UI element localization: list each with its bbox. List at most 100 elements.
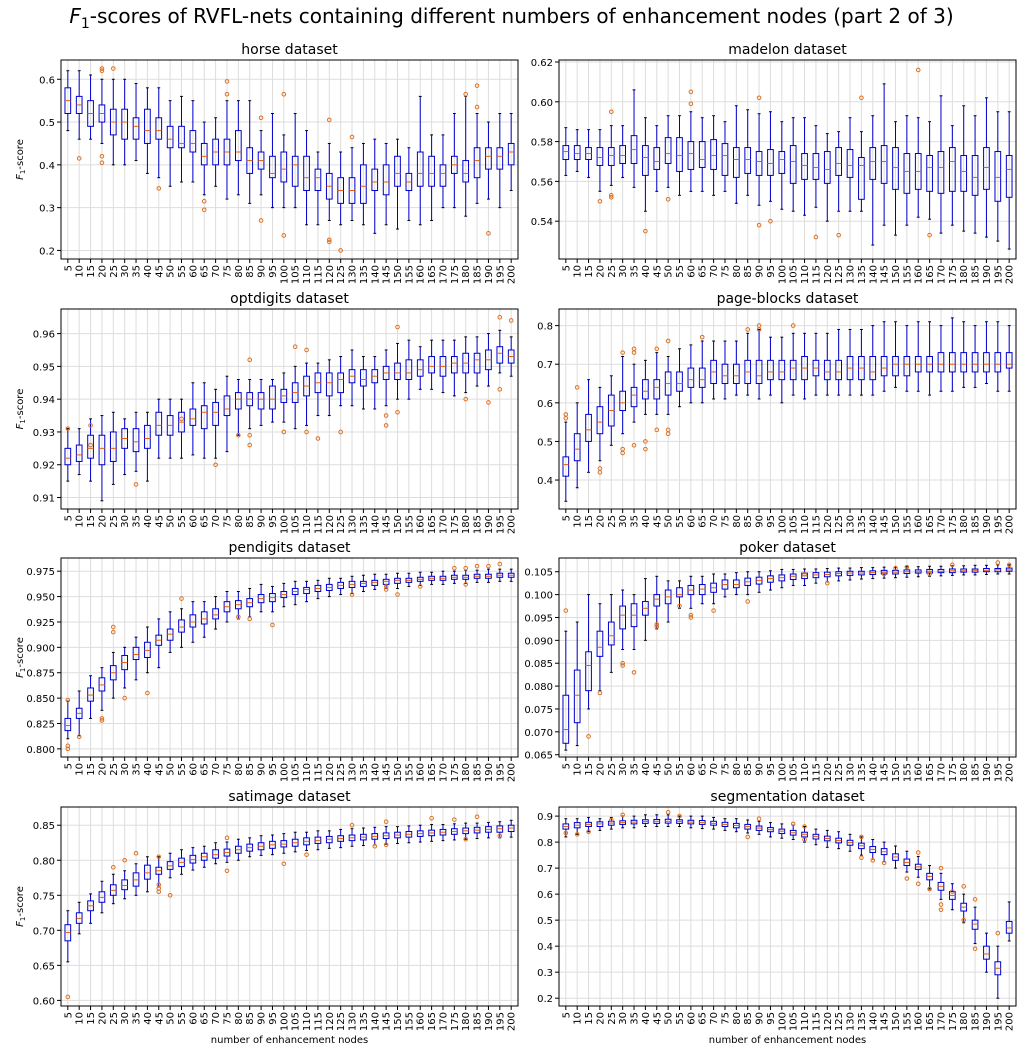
x-tick-label: 135	[359, 515, 370, 534]
box-145	[880, 145, 888, 184]
outlier-point	[463, 396, 469, 402]
x-tick-label: 50	[664, 1012, 675, 1025]
x-tick-label: 180	[461, 515, 472, 534]
x-tick-label: 170	[936, 515, 947, 534]
x-tick-label: 40	[641, 515, 652, 528]
outlier-point	[497, 833, 503, 839]
outlier-point	[688, 89, 694, 95]
x-tick-label: 25	[109, 515, 120, 528]
outlier-point	[631, 350, 637, 355]
box-10	[573, 669, 581, 724]
x-tick-label: 115	[313, 1012, 324, 1031]
x-tick-label: 135	[359, 265, 370, 284]
box-25	[607, 147, 615, 166]
box-190	[983, 352, 990, 373]
x-tick-label: 175	[450, 265, 461, 284]
box-150	[394, 577, 401, 584]
y-tick-label: 0.8	[537, 322, 553, 333]
panel-title: page-blocks dataset	[717, 291, 859, 307]
y-tick-label: 0.91	[33, 494, 55, 505]
x-tick-label: 145	[382, 1012, 393, 1031]
outlier-point	[563, 415, 569, 421]
outlier-point	[110, 864, 116, 870]
outlier-point	[893, 565, 898, 571]
x-tick-label: 5	[561, 265, 572, 271]
x-tick-label: 30	[120, 763, 131, 776]
box-70	[212, 849, 219, 859]
figure-title: F1-scores of RVFL-nets containing differ…	[0, 4, 1023, 32]
y-axis-label: F1-score	[15, 389, 27, 430]
x-tick-label: 95	[766, 1012, 777, 1025]
x-tick-label: 150	[891, 265, 902, 284]
box-20	[98, 434, 106, 466]
box-150	[892, 355, 899, 377]
x-tick-label: 150	[891, 1012, 902, 1031]
figure-title-subscript: 1	[80, 16, 90, 32]
box-10	[573, 433, 581, 462]
outlier-point	[281, 429, 287, 435]
y-tick-label: 0.95	[33, 362, 55, 373]
y-tick-label: 0.70	[33, 926, 55, 937]
plot-frame	[60, 59, 519, 260]
x-tick-label: 180	[461, 265, 472, 284]
outlier-point	[99, 716, 105, 721]
x-tick-label: 60	[686, 763, 697, 776]
x-tick-label: 130	[348, 265, 359, 284]
box-190	[983, 147, 990, 190]
box-60	[189, 408, 197, 426]
x-tick-label: 35	[630, 515, 641, 528]
x-tick-label: 150	[891, 515, 902, 534]
outlier-point	[927, 571, 932, 577]
outlier-point	[802, 837, 807, 842]
outlier-point	[224, 868, 230, 874]
box-45	[653, 594, 661, 607]
x-tick-label: 110	[302, 763, 313, 782]
box-135	[360, 580, 367, 587]
x-tick-label: 195	[993, 265, 1004, 284]
x-tick-label: 185	[473, 265, 484, 284]
box-20	[596, 630, 604, 657]
x-tick-label: 55	[177, 763, 188, 776]
outlier-point	[938, 902, 944, 907]
x-tick-label: 185	[971, 1012, 982, 1031]
outlier-point	[201, 198, 207, 204]
outlier-point	[65, 746, 71, 752]
outlier-point	[463, 565, 469, 571]
x-tick-label: 160	[416, 265, 427, 284]
x-tick-label: 35	[630, 265, 641, 278]
outlier-point	[486, 400, 491, 405]
x-tick-label: 110	[302, 265, 313, 284]
outlier-point	[65, 743, 71, 749]
box-30	[121, 108, 129, 140]
x-tick-label: 195	[495, 265, 506, 284]
x-tick-label: 40	[641, 763, 652, 776]
x-tick-label: 105	[789, 265, 800, 284]
box-45	[155, 117, 163, 140]
box-65	[200, 611, 208, 625]
x-tick-label: 170	[438, 763, 449, 782]
x-tick-label: 10	[75, 515, 86, 528]
x-tick-label: 200	[1005, 1012, 1016, 1031]
x-tick-label: 25	[607, 1012, 618, 1025]
outlier-point	[213, 462, 218, 468]
x-tick-label: 115	[811, 763, 822, 782]
x-tick-label: 125	[834, 265, 845, 284]
box-45	[155, 411, 163, 436]
x-tick-label: 40	[143, 763, 154, 776]
x-tick-label: 155	[404, 515, 415, 534]
x-tick-label: 115	[313, 265, 324, 284]
plot-frame	[558, 308, 1017, 510]
box-135	[858, 157, 865, 200]
outlier-point	[654, 622, 660, 627]
y-tick-label: 0.7	[537, 360, 553, 371]
outlier-point	[65, 697, 71, 703]
x-tick-label: 100	[777, 763, 788, 782]
x-tick-label: 75	[222, 515, 233, 528]
x-tick-label: 85	[743, 1012, 754, 1025]
x-tick-label: 80	[234, 1012, 245, 1025]
outlier-point	[654, 346, 660, 352]
y-tick-label: 0.65	[33, 961, 55, 972]
x-tick-label: 25	[607, 763, 618, 776]
panel-pendigits-dataset: 0.800 0.825 0.850 0.875 0.900 0.925 0.950 0.975…	[15, 540, 519, 782]
